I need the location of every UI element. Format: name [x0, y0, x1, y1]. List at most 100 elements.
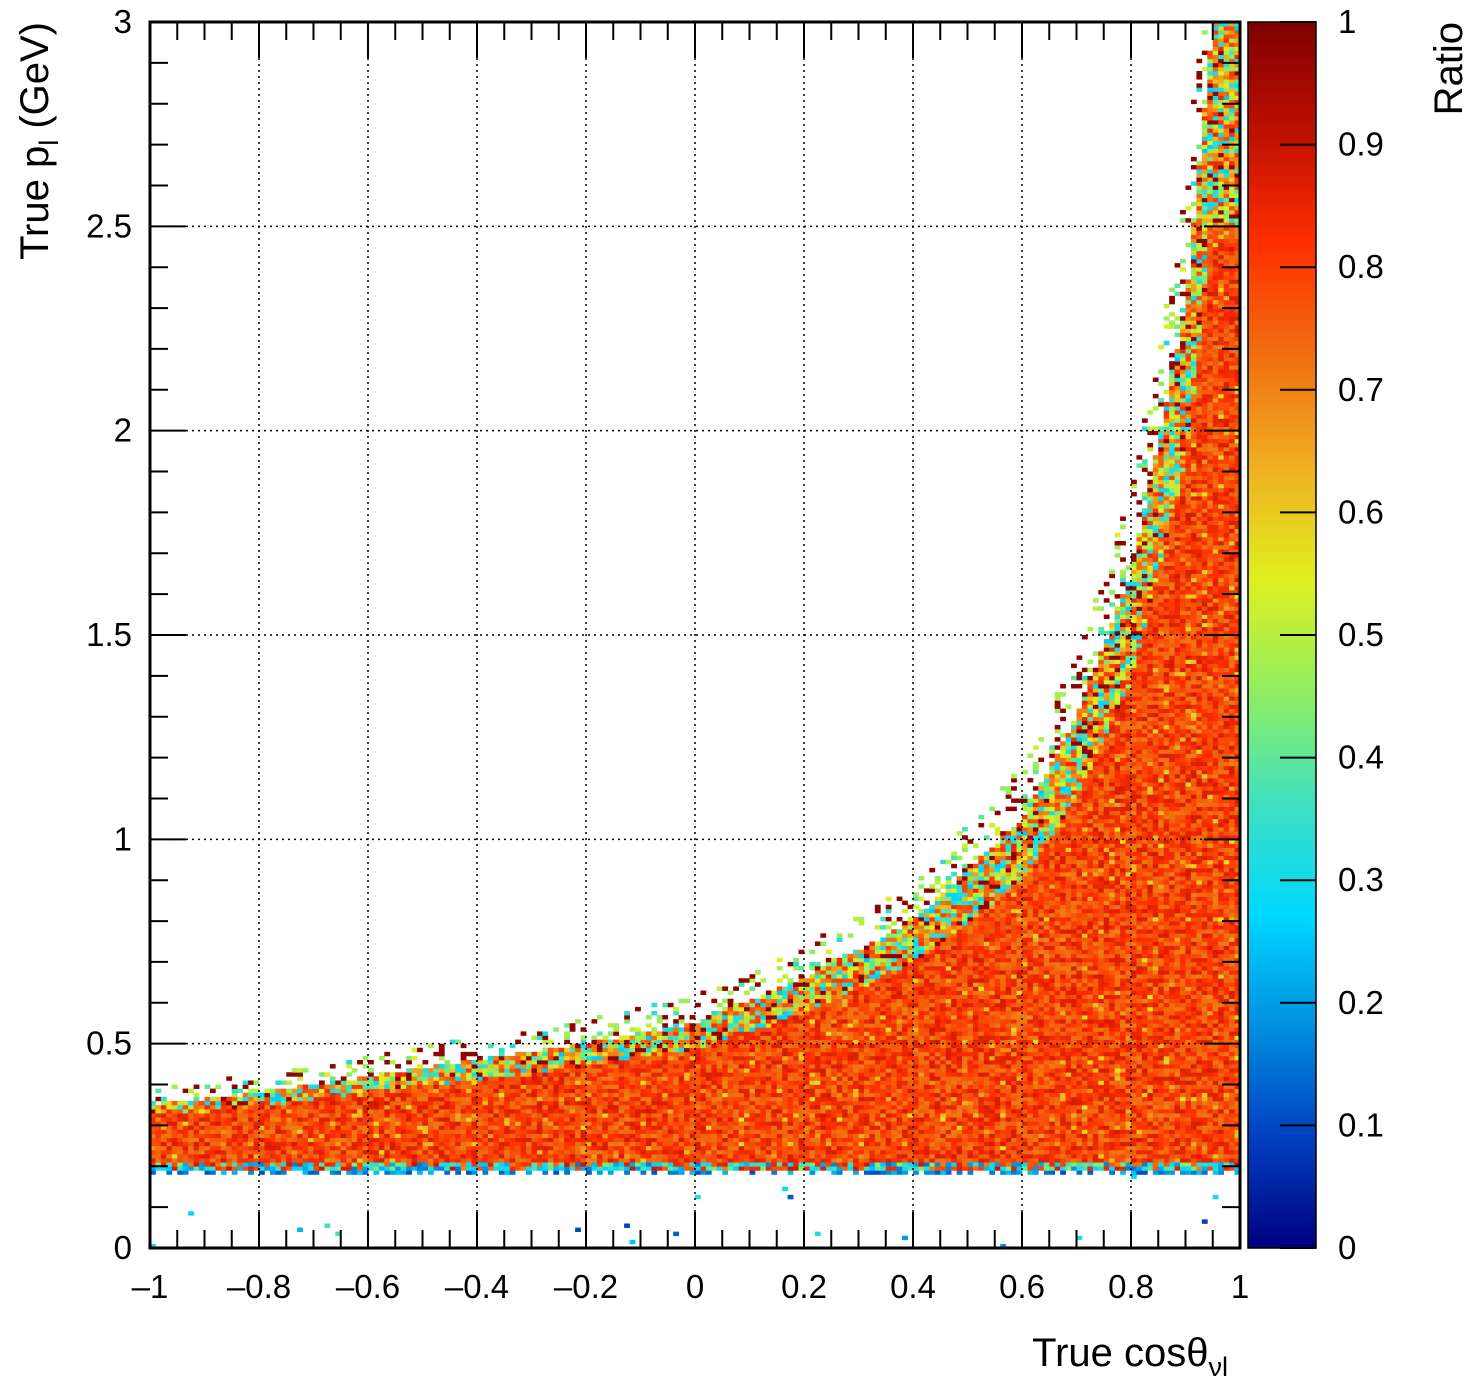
heatmap-cell [378, 1133, 385, 1139]
heatmap-cell [678, 1121, 685, 1126]
heatmap-cell [150, 1145, 156, 1151]
heatmap-cell [635, 1100, 641, 1106]
heatmap-cell [738, 1125, 745, 1130]
heatmap-cell [564, 1047, 570, 1053]
heatmap-cell [684, 1141, 690, 1147]
heatmap-cell [771, 1104, 778, 1110]
heatmap-cell [847, 1031, 854, 1036]
heatmap-cell [744, 1096, 750, 1102]
heatmap-cell [346, 1060, 352, 1065]
heatmap-cell [384, 1154, 391, 1159]
heatmap-cell [863, 1064, 870, 1069]
heatmap-cell [547, 1154, 554, 1159]
heatmap-cell [596, 1141, 603, 1147]
heatmap-cell [547, 1133, 554, 1139]
heatmap-cell [526, 1092, 532, 1098]
heatmap-cell [869, 1039, 876, 1045]
heatmap-cell [820, 1060, 827, 1065]
heatmap-cell [929, 1133, 936, 1139]
heatmap-cell [308, 1137, 314, 1143]
heatmap-cell [847, 1149, 854, 1155]
heatmap-cell [575, 1149, 581, 1155]
heatmap-cell [684, 1149, 690, 1155]
heatmap-cell [918, 1006, 925, 1012]
heatmap-cell [918, 929, 925, 934]
heatmap-cell [531, 1141, 538, 1147]
heatmap-cell [651, 1149, 658, 1155]
heatmap-cell [460, 1125, 467, 1130]
heatmap-cell [253, 1145, 260, 1151]
heatmap-cell [678, 1117, 685, 1122]
heatmap-cell [809, 1149, 816, 1155]
heatmap-cell [891, 1162, 897, 1167]
heatmap-cell [782, 1002, 788, 1008]
heatmap-cell [711, 1010, 718, 1016]
heatmap-cell [689, 1166, 696, 1171]
heatmap-cell [509, 1149, 516, 1155]
heatmap-cell [695, 1121, 701, 1126]
heatmap-cell [193, 1092, 200, 1098]
heatmap-cell [863, 982, 870, 987]
heatmap-cell [635, 1027, 641, 1032]
heatmap-cell [798, 1055, 805, 1061]
heatmap-cell [869, 957, 876, 963]
heatmap-cell [564, 1092, 570, 1098]
heatmap-cell [765, 1023, 772, 1028]
heatmap-cell [596, 1109, 603, 1114]
heatmap-cell [335, 1080, 342, 1085]
heatmap-cell [520, 1125, 527, 1130]
heatmap-cell [858, 1104, 865, 1110]
heatmap-cell [591, 1068, 598, 1073]
heatmap-cell [569, 1047, 576, 1053]
heatmap-cell [825, 1039, 832, 1045]
heatmap-cell [193, 1158, 200, 1163]
heatmap-cell [455, 1129, 461, 1134]
heatmap-cell [166, 1125, 173, 1130]
heatmap-cell [776, 1117, 783, 1122]
heatmap-cell [482, 1084, 489, 1089]
heatmap-cell [596, 1068, 603, 1073]
heatmap-cell [449, 1117, 456, 1122]
heatmap-cell [913, 1015, 919, 1020]
heatmap-cell [771, 1109, 778, 1114]
heatmap-cell [787, 1031, 794, 1036]
heatmap-cell [880, 1076, 887, 1081]
heatmap-cell [662, 1162, 669, 1167]
heatmap-cell [929, 957, 936, 963]
heatmap-cell [907, 953, 914, 959]
heatmap-cell [482, 1125, 489, 1130]
heatmap-cell [776, 1051, 783, 1057]
heatmap-cell [275, 1104, 282, 1110]
heatmap-cell [880, 1084, 887, 1089]
heatmap-cell [575, 1047, 581, 1053]
heatmap-cell [929, 1162, 936, 1167]
heatmap-cell [264, 1109, 271, 1114]
heatmap-cell [242, 1129, 249, 1134]
heatmap-cell [765, 1088, 772, 1094]
heatmap-cell [575, 1137, 581, 1143]
heatmap-cell [749, 1166, 756, 1171]
heatmap-cell [771, 1043, 778, 1049]
heatmap-cell [602, 1129, 609, 1134]
heatmap-cell [607, 1031, 614, 1036]
heatmap-cell [248, 1149, 254, 1155]
heatmap-cell [749, 1125, 756, 1130]
heatmap-cell [318, 1080, 325, 1085]
heatmap-cell [542, 1051, 549, 1057]
heatmap-cell [237, 1149, 243, 1155]
heatmap-cell [695, 1060, 701, 1065]
heatmap-cell [902, 1043, 908, 1049]
heatmap-cell [760, 1035, 767, 1040]
heatmap-cell [749, 1084, 756, 1089]
heatmap-cell [438, 1088, 445, 1094]
heatmap-cell [547, 1096, 554, 1102]
heatmap-cell [438, 1141, 445, 1147]
heatmap-cell [787, 1121, 794, 1126]
heatmap-cell [286, 1109, 293, 1114]
heatmap-cell [417, 1141, 423, 1147]
heatmap-cell [602, 1039, 609, 1045]
heatmap-cell [160, 1166, 167, 1171]
heatmap-cell [269, 1137, 276, 1143]
heatmap-cell [809, 1092, 816, 1098]
heatmap-cell [629, 1145, 636, 1151]
